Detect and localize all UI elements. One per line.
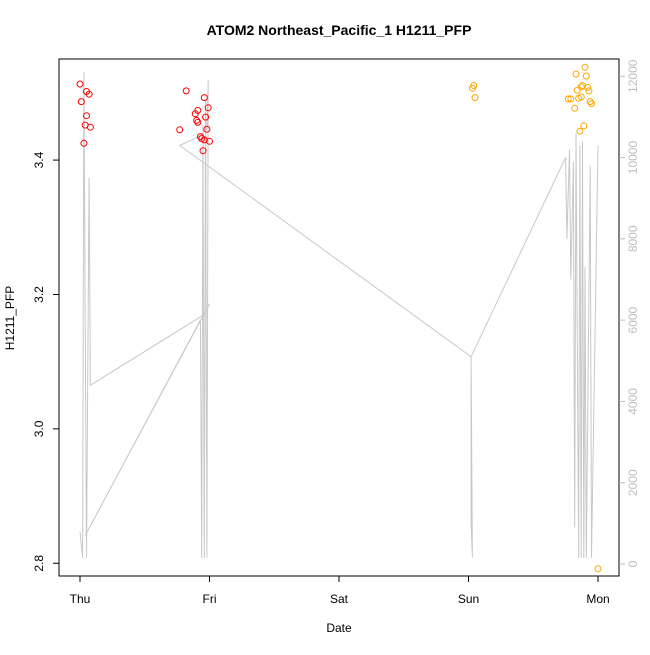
- data-point-s1-14: [581, 63, 589, 71]
- y2-tick-label: 6000: [626, 306, 640, 333]
- data-point-s1-19: [588, 100, 595, 108]
- x-tick-label: Fri: [203, 592, 217, 606]
- y2-tick-label: 8000: [626, 225, 640, 252]
- data-point-s1-2: [471, 94, 479, 102]
- y-tick-label: 2.8: [32, 555, 46, 572]
- data-point-s0-18: [200, 94, 208, 102]
- data-point-s0-6: [85, 90, 93, 98]
- data-point-s1-13: [580, 122, 588, 130]
- data-point-s0-5: [83, 112, 90, 120]
- x-tick-label: Thu: [70, 592, 91, 606]
- data-point-s1-9: [576, 127, 584, 135]
- data-point-s1-1: [470, 82, 478, 89]
- y-tick-label: 3.4: [32, 151, 46, 168]
- data-point-s0-19: [202, 113, 210, 121]
- data-point-s0-2: [80, 139, 88, 147]
- data-point-s1-15: [582, 72, 590, 80]
- y-axis-label: H1211_PFP: [3, 286, 17, 350]
- x-axis-label: Date: [326, 621, 352, 635]
- data-point-s1-16: [584, 84, 592, 91]
- chart-title: ATOM2 Northeast_Pacific_1 H1211_PFP: [207, 22, 472, 38]
- y2-tick-label: 0: [626, 560, 640, 567]
- plot-area-frame: [58, 58, 620, 577]
- data-point-s1-6: [572, 70, 580, 78]
- y2-tick-label: 4000: [626, 388, 640, 415]
- data-point-s1-10: [577, 93, 585, 101]
- y2-tick-label: 2000: [626, 469, 640, 496]
- data-point-s0-17: [200, 136, 208, 144]
- data-point-s0-0: [76, 80, 84, 88]
- data-point-s0-7: [86, 123, 94, 131]
- point-series-group: [76, 63, 602, 573]
- data-point-s1-7: [573, 86, 581, 94]
- y2-tick-label: 10000: [626, 141, 640, 175]
- y-axis: 2.8 3.0 3.2 3.4: [32, 151, 59, 572]
- x-tick-label: Sat: [330, 592, 349, 606]
- x-tick-label: Mon: [586, 592, 609, 606]
- line-series-group: [79, 72, 599, 558]
- data-point-s0-21: [204, 104, 212, 112]
- data-point-s0-8: [176, 126, 184, 134]
- data-point-s1-18: [586, 98, 594, 106]
- data-point-s1-20: [594, 565, 602, 573]
- y-tick-label: 3.2: [32, 286, 46, 303]
- x-axis: Thu Fri Sat Sun Mon: [70, 576, 610, 606]
- data-point-s0-16: [199, 147, 207, 155]
- data-point-s0-13: [194, 118, 202, 126]
- data-point-s0-12: [194, 106, 202, 114]
- data-point-s0-20: [203, 125, 211, 133]
- data-point-s1-17: [585, 87, 593, 95]
- secondary-y-axis: 0 2000 4000 6000 8000 10000 12000: [619, 59, 640, 567]
- x-tick-label: Sun: [458, 592, 479, 606]
- data-point-s0-22: [206, 137, 213, 145]
- data-point-s0-1: [77, 98, 85, 106]
- data-point-s0-9: [182, 87, 190, 95]
- series-line: [79, 72, 599, 558]
- y2-tick-label: 12000: [626, 59, 640, 93]
- data-point-s1-5: [571, 104, 579, 112]
- y-tick-label: 3.0: [32, 420, 46, 437]
- data-point-s1-3: [564, 95, 572, 103]
- data-point-s1-4: [567, 95, 575, 103]
